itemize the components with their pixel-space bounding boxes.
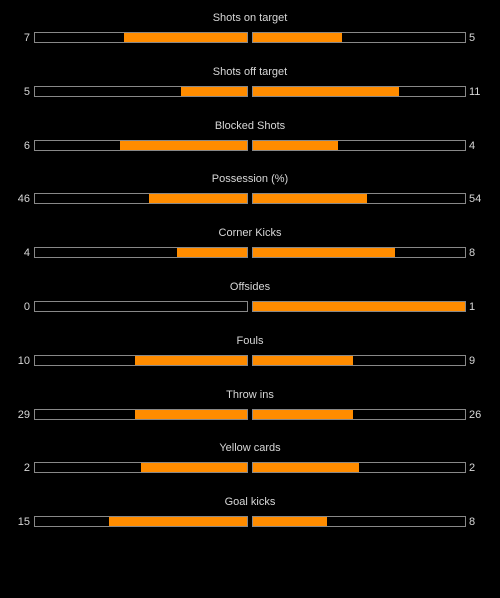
home-value: 15 xyxy=(17,516,30,529)
home-bar xyxy=(34,85,248,97)
away-bar-fill xyxy=(253,248,396,258)
home-bar xyxy=(34,301,248,312)
home-bar-fill xyxy=(134,409,247,419)
away-bar xyxy=(252,301,466,312)
home-value: 4 xyxy=(23,247,30,260)
away-bar-fill xyxy=(253,194,368,204)
stat-row: Throw ins 29 26 xyxy=(0,388,500,428)
away-bar-fill xyxy=(253,463,359,473)
stat-row: Corner Kicks 4 8 xyxy=(0,226,500,266)
away-value: 11 xyxy=(469,85,481,98)
home-value: 7 xyxy=(23,32,30,44)
home-bar-fill xyxy=(181,86,247,96)
away-value: 9 xyxy=(469,354,476,367)
stat-title: Offsides xyxy=(229,281,271,293)
stat-row: Offsides 0 1 xyxy=(0,280,500,320)
home-bar xyxy=(34,247,248,259)
home-bar-fill xyxy=(124,33,247,42)
stat-row: Shots on target 7 5 xyxy=(0,11,500,51)
stat-title: Possession (%) xyxy=(211,173,289,186)
away-bar xyxy=(252,193,466,205)
home-bar xyxy=(34,193,248,205)
home-bar xyxy=(34,139,248,151)
home-bar xyxy=(34,408,248,420)
home-value: 5 xyxy=(23,85,30,98)
home-value: 0 xyxy=(23,301,30,313)
home-value: 10 xyxy=(17,354,30,367)
home-bar xyxy=(34,462,248,474)
away-value: 8 xyxy=(469,247,476,260)
home-bar xyxy=(34,354,248,366)
away-bar xyxy=(252,462,466,474)
away-value: 54 xyxy=(469,193,482,206)
stat-title: Throw ins xyxy=(226,388,274,401)
away-value: 1 xyxy=(469,301,476,313)
away-bar-fill xyxy=(253,302,465,311)
home-value: 46 xyxy=(17,193,30,206)
home-bar-fill xyxy=(109,517,247,527)
stat-row: Yellow cards 2 2 xyxy=(0,441,500,481)
away-value: 26 xyxy=(469,408,482,421)
away-bar xyxy=(252,139,466,151)
away-value: 8 xyxy=(469,516,476,529)
home-bar-fill xyxy=(141,463,247,473)
stat-title: Corner Kicks xyxy=(218,227,282,240)
away-bar xyxy=(252,408,466,420)
stat-title: Blocked Shots xyxy=(214,119,286,132)
away-bar xyxy=(252,32,466,43)
stat-title: Shots off target xyxy=(212,65,288,78)
stat-row: Blocked Shots 6 4 xyxy=(0,119,500,159)
away-bar-fill xyxy=(253,517,328,527)
home-bar xyxy=(34,32,248,43)
home-bar-fill xyxy=(119,140,247,150)
away-bar-fill xyxy=(253,86,400,96)
home-value: 6 xyxy=(23,139,30,152)
away-value: 4 xyxy=(469,139,476,152)
away-bar-fill xyxy=(253,140,338,150)
away-bar-fill xyxy=(253,409,353,419)
stat-row: Possession (%) 46 54 xyxy=(0,172,500,212)
stat-title: Goal kicks xyxy=(224,496,276,509)
home-value: 29 xyxy=(17,408,30,421)
home-bar-fill xyxy=(134,355,247,365)
stat-title: Fouls xyxy=(236,334,264,347)
away-bar xyxy=(252,516,466,528)
stat-row: Shots off target 5 11 xyxy=(0,65,500,105)
home-bar-fill xyxy=(149,194,247,204)
away-bar xyxy=(252,85,466,97)
away-bar xyxy=(252,354,466,366)
stat-row: Fouls 10 9 xyxy=(0,334,500,374)
away-value: 5 xyxy=(469,32,476,44)
stat-title: Shots on target xyxy=(212,12,288,24)
home-value: 2 xyxy=(23,462,30,475)
away-bar-fill xyxy=(253,355,353,365)
stat-row: Goal kicks 15 8 xyxy=(0,495,500,535)
away-value: 2 xyxy=(469,462,476,475)
away-bar-fill xyxy=(253,33,343,42)
away-bar xyxy=(252,247,466,259)
home-bar xyxy=(34,516,248,528)
home-bar-fill xyxy=(177,248,247,258)
stat-title: Yellow cards xyxy=(219,442,281,455)
